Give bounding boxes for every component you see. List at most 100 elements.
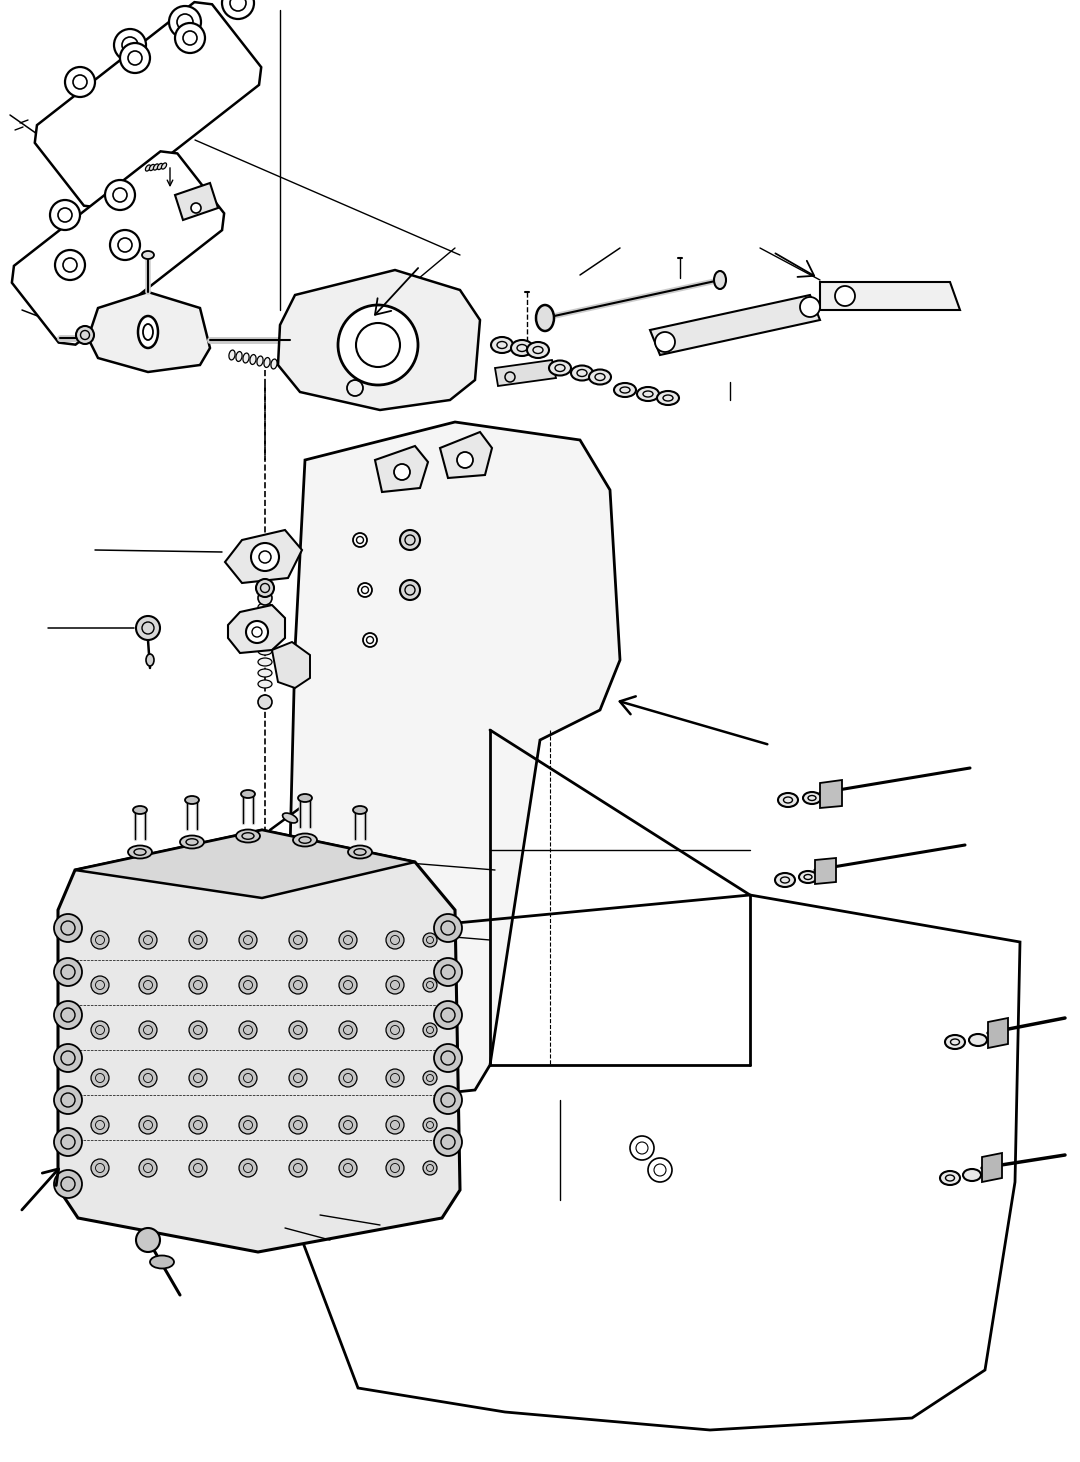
Ellipse shape: [258, 614, 272, 621]
Circle shape: [434, 914, 462, 942]
Circle shape: [423, 1118, 437, 1132]
Circle shape: [386, 1069, 404, 1088]
Ellipse shape: [258, 680, 272, 689]
Circle shape: [256, 579, 274, 596]
Circle shape: [50, 200, 80, 230]
Ellipse shape: [657, 390, 679, 405]
Ellipse shape: [146, 165, 150, 171]
Ellipse shape: [799, 871, 816, 883]
Circle shape: [110, 230, 140, 260]
Ellipse shape: [258, 670, 272, 677]
Ellipse shape: [549, 361, 571, 376]
Circle shape: [239, 1159, 257, 1177]
Circle shape: [423, 1161, 437, 1175]
Circle shape: [239, 1116, 257, 1135]
Ellipse shape: [129, 845, 152, 858]
Circle shape: [114, 29, 146, 61]
Polygon shape: [228, 605, 285, 654]
Circle shape: [339, 931, 357, 949]
Circle shape: [189, 1116, 207, 1135]
Circle shape: [120, 42, 150, 73]
Circle shape: [457, 452, 473, 468]
Circle shape: [289, 931, 307, 949]
Circle shape: [189, 931, 207, 949]
Circle shape: [54, 1001, 82, 1029]
Circle shape: [54, 1086, 82, 1114]
Circle shape: [339, 977, 357, 994]
Ellipse shape: [153, 164, 159, 170]
Circle shape: [175, 23, 205, 53]
Circle shape: [434, 958, 462, 985]
Ellipse shape: [235, 351, 242, 361]
Ellipse shape: [527, 342, 549, 358]
Circle shape: [191, 203, 201, 213]
Circle shape: [423, 933, 437, 947]
Circle shape: [139, 1116, 157, 1135]
Circle shape: [105, 180, 135, 211]
Polygon shape: [278, 270, 480, 409]
Circle shape: [55, 250, 85, 281]
Ellipse shape: [945, 1035, 966, 1050]
Circle shape: [91, 1116, 109, 1135]
Ellipse shape: [258, 602, 272, 611]
Circle shape: [434, 1044, 462, 1072]
Circle shape: [239, 1069, 257, 1088]
Circle shape: [339, 1159, 357, 1177]
Ellipse shape: [637, 387, 659, 401]
Ellipse shape: [271, 360, 278, 368]
Ellipse shape: [141, 251, 154, 259]
Ellipse shape: [258, 658, 272, 667]
Circle shape: [400, 580, 420, 599]
Ellipse shape: [161, 162, 166, 170]
Circle shape: [338, 306, 418, 385]
Circle shape: [386, 1116, 404, 1135]
Ellipse shape: [491, 338, 513, 352]
Circle shape: [434, 1001, 462, 1029]
Polygon shape: [440, 431, 492, 478]
Ellipse shape: [180, 835, 204, 848]
Circle shape: [54, 914, 82, 942]
Ellipse shape: [149, 164, 154, 171]
Ellipse shape: [298, 794, 312, 803]
Circle shape: [139, 1020, 157, 1039]
Ellipse shape: [258, 636, 272, 643]
Ellipse shape: [778, 792, 798, 807]
Ellipse shape: [348, 845, 372, 858]
Ellipse shape: [249, 355, 256, 364]
Ellipse shape: [229, 349, 235, 360]
Circle shape: [239, 1020, 257, 1039]
Circle shape: [289, 977, 307, 994]
Ellipse shape: [536, 306, 554, 330]
Circle shape: [386, 931, 404, 949]
Ellipse shape: [258, 624, 272, 633]
Circle shape: [258, 694, 272, 709]
Ellipse shape: [283, 813, 297, 823]
Circle shape: [251, 542, 279, 572]
Circle shape: [423, 978, 437, 993]
Circle shape: [91, 1020, 109, 1039]
Circle shape: [54, 1044, 82, 1072]
Circle shape: [91, 1159, 109, 1177]
Circle shape: [258, 591, 272, 605]
Polygon shape: [58, 830, 460, 1251]
Circle shape: [386, 1020, 404, 1039]
Circle shape: [400, 531, 420, 550]
Circle shape: [139, 1159, 157, 1177]
Circle shape: [654, 332, 675, 352]
Polygon shape: [495, 360, 556, 386]
Ellipse shape: [969, 1034, 987, 1045]
Ellipse shape: [940, 1171, 960, 1186]
Polygon shape: [815, 858, 836, 885]
Circle shape: [339, 1020, 357, 1039]
Circle shape: [800, 297, 820, 317]
Circle shape: [189, 1020, 207, 1039]
Ellipse shape: [264, 358, 270, 367]
Circle shape: [357, 583, 372, 596]
Ellipse shape: [293, 833, 318, 846]
Polygon shape: [175, 183, 218, 219]
Circle shape: [222, 0, 254, 19]
Ellipse shape: [804, 792, 821, 804]
Ellipse shape: [138, 316, 158, 348]
Circle shape: [239, 931, 257, 949]
Circle shape: [363, 633, 377, 648]
